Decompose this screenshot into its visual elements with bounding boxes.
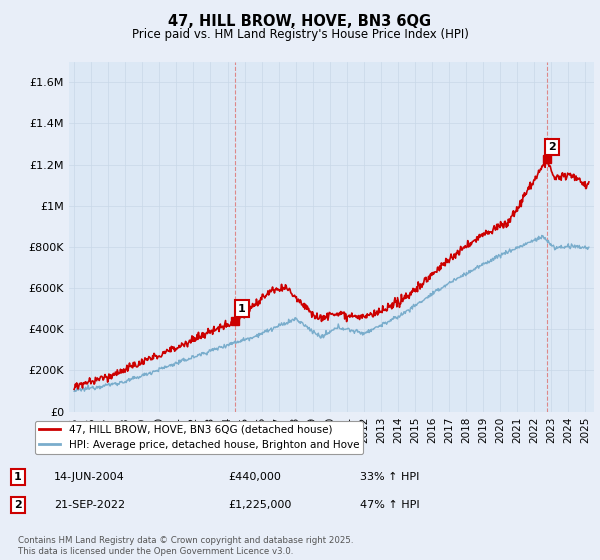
Text: 21-SEP-2022: 21-SEP-2022 (54, 500, 125, 510)
Text: Contains HM Land Registry data © Crown copyright and database right 2025.
This d: Contains HM Land Registry data © Crown c… (18, 536, 353, 556)
Text: 2: 2 (548, 142, 556, 152)
Text: 14-JUN-2004: 14-JUN-2004 (54, 472, 125, 482)
Text: 33% ↑ HPI: 33% ↑ HPI (360, 472, 419, 482)
Legend: 47, HILL BROW, HOVE, BN3 6QG (detached house), HPI: Average price, detached hous: 47, HILL BROW, HOVE, BN3 6QG (detached h… (35, 421, 363, 454)
Text: 2: 2 (14, 500, 22, 510)
Text: £440,000: £440,000 (228, 472, 281, 482)
Text: 47, HILL BROW, HOVE, BN3 6QG: 47, HILL BROW, HOVE, BN3 6QG (169, 14, 431, 29)
Text: £1,225,000: £1,225,000 (228, 500, 292, 510)
Text: 1: 1 (14, 472, 22, 482)
Text: 1: 1 (238, 304, 246, 314)
Text: 47% ↑ HPI: 47% ↑ HPI (360, 500, 419, 510)
Text: Price paid vs. HM Land Registry's House Price Index (HPI): Price paid vs. HM Land Registry's House … (131, 28, 469, 41)
